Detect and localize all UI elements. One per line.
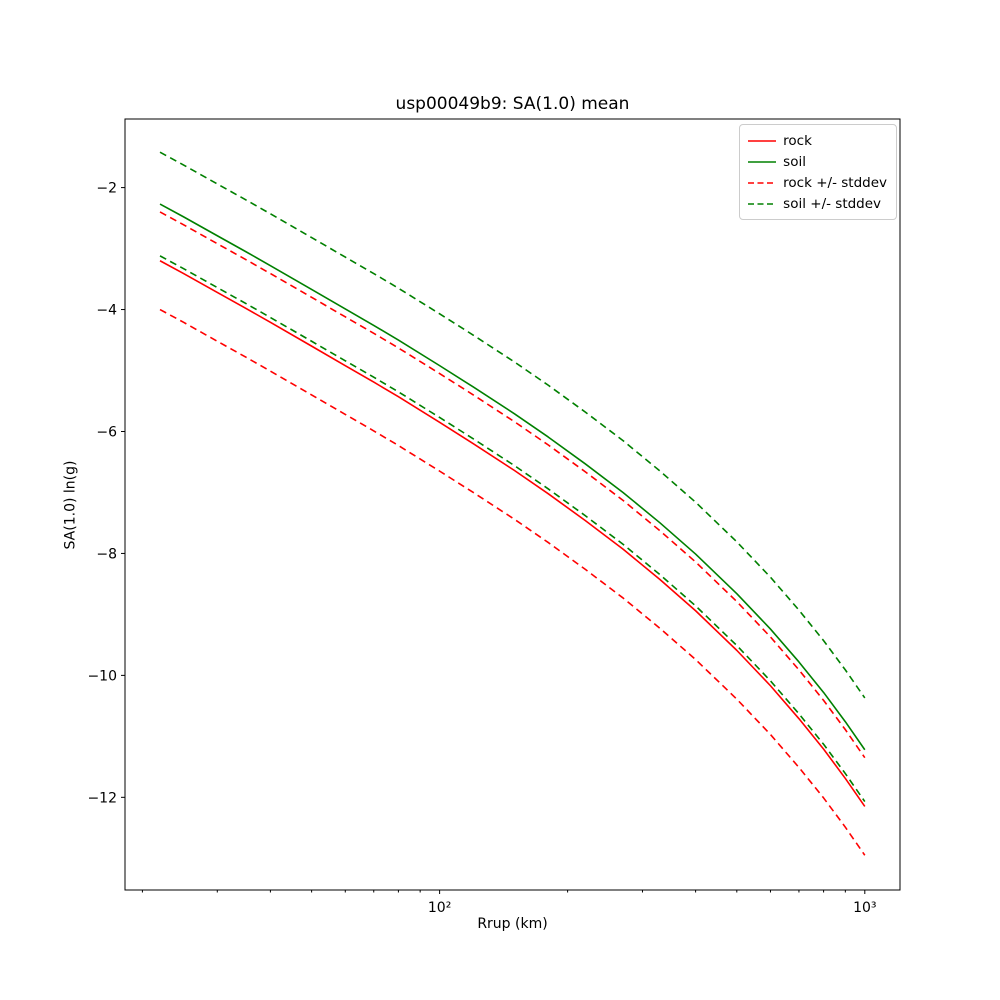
legend-label: rock xyxy=(783,132,812,149)
legend-label: soil +/- stddev xyxy=(783,195,882,212)
y-tick-label: −2 xyxy=(96,181,117,197)
legend-item-soil: soil xyxy=(748,151,887,172)
soil-plus-stddev-line xyxy=(159,151,866,699)
x-tick-label: 10³ xyxy=(853,900,876,916)
legend-label: soil xyxy=(783,153,806,170)
soil-mean-line xyxy=(159,203,866,751)
y-tick-label: −10 xyxy=(87,668,117,684)
rock-mean-line xyxy=(159,260,866,807)
soil-minus-stddev-line xyxy=(159,255,866,803)
legend-item-rock-stddev: rock +/- stddev xyxy=(748,172,887,193)
legend-line-sample xyxy=(748,139,777,142)
chart-title: usp00049b9: SA(1.0) mean xyxy=(395,94,630,114)
x-axis-label: Rrup (km) xyxy=(477,916,548,932)
rock-minus-stddev-line xyxy=(159,308,866,856)
y-tick-label: −4 xyxy=(96,303,117,319)
legend-line-sample xyxy=(748,160,777,163)
x-tick-label: 10² xyxy=(428,900,451,916)
axes-spines xyxy=(124,118,901,891)
legend: rock soil rock +/- stddev soil +/- stddev xyxy=(739,124,897,220)
legend-item-rock: rock xyxy=(748,130,887,151)
y-tick-label: −12 xyxy=(87,790,117,806)
rock-plus-stddev-line xyxy=(159,211,866,759)
legend-label: rock +/- stddev xyxy=(783,174,887,191)
legend-item-soil-stddev: soil +/- stddev xyxy=(748,193,887,214)
y-tick-label: −8 xyxy=(96,546,117,562)
legend-line-sample xyxy=(748,181,777,184)
y-tick-label: −6 xyxy=(96,424,117,440)
legend-line-sample xyxy=(748,202,777,205)
